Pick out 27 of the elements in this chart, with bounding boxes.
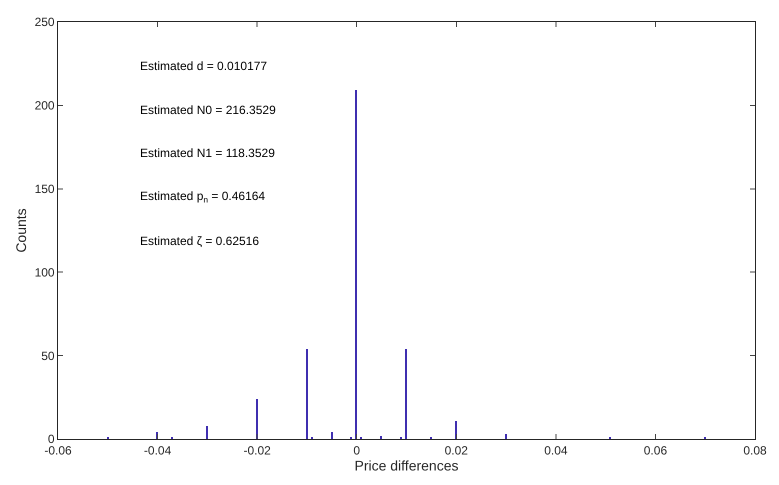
y-tick-label: 100 <box>34 265 55 280</box>
bar <box>206 426 208 439</box>
y-tick-label: 150 <box>34 182 55 196</box>
bar <box>256 399 258 439</box>
x-axis-title: Price differences <box>354 457 459 474</box>
y-tick-label: 200 <box>34 98 55 113</box>
y-tick-label: 250 <box>34 15 55 30</box>
x-tick-label: 0.04 <box>544 443 568 458</box>
x-tick-label: -0.02 <box>243 443 272 458</box>
y-tick-label: 50 <box>41 348 55 363</box>
annotation: Estimated ζ = 0.62516 <box>140 234 260 248</box>
bar <box>405 349 407 439</box>
x-tick-label: 0.06 <box>644 443 668 458</box>
bar <box>306 349 308 439</box>
annotation: Estimated p$_{n}$ = 0.46164 <box>140 189 266 205</box>
bar <box>331 432 333 439</box>
bar <box>355 90 357 439</box>
bar <box>380 436 382 439</box>
bar <box>505 434 507 439</box>
annotation: Estimated N1 = 118.3529 <box>140 146 276 160</box>
x-tick-label: 0.08 <box>743 443 767 458</box>
annotation: Estimated d = 0.010177 <box>140 59 268 73</box>
x-tick-label: 0 <box>353 443 360 458</box>
x-tick-label: 0.02 <box>444 443 468 458</box>
x-tick-label: -0.04 <box>144 443 172 458</box>
annotation: Estimated N0 = 216.3529 <box>140 103 276 117</box>
y-axis-title: Counts <box>13 208 30 253</box>
